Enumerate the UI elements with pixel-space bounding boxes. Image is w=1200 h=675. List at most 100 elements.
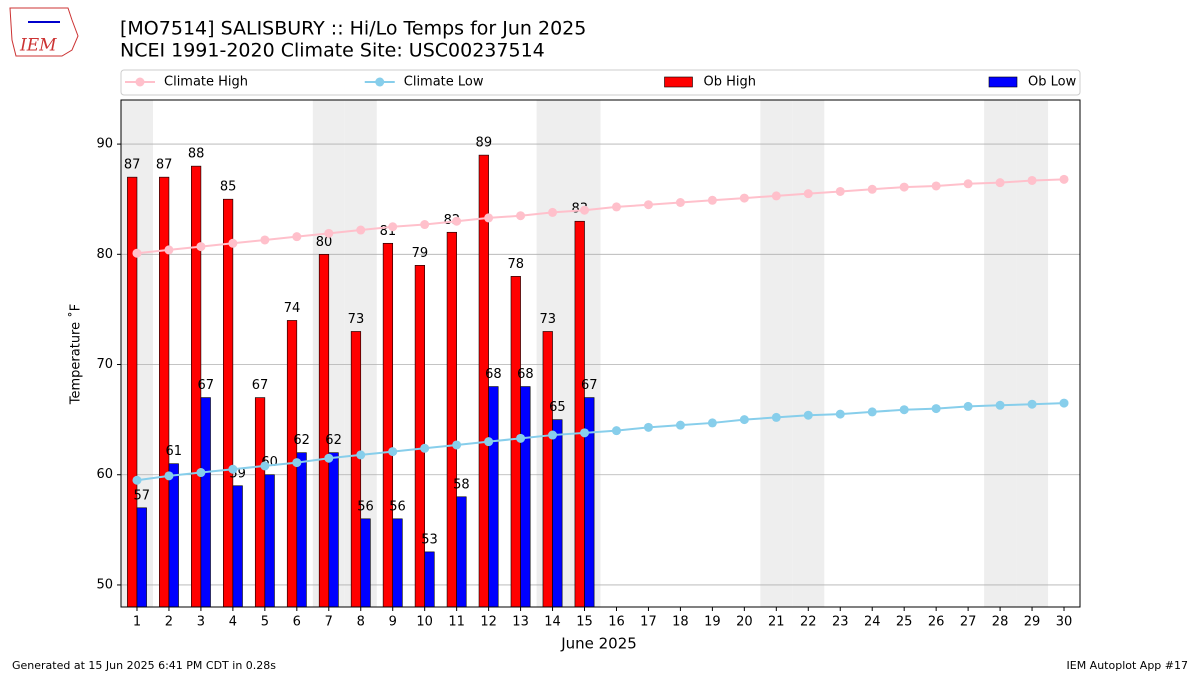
data-label: 67 (252, 378, 269, 393)
data-label: 65 (549, 400, 566, 415)
data-label: 68 (517, 367, 534, 382)
legend-swatch (988, 76, 1018, 88)
marker (548, 430, 558, 440)
marker (292, 458, 302, 468)
x-tick-label: 8 (357, 615, 365, 630)
x-tick-label: 26 (928, 615, 945, 630)
marker (292, 232, 302, 242)
data-label: 68 (485, 367, 502, 382)
data-label: 56 (389, 499, 406, 514)
x-tick-label: 17 (640, 615, 657, 630)
line (136, 178, 1065, 255)
bar (520, 386, 531, 608)
marker (356, 450, 366, 460)
x-tick-label: 3 (197, 615, 205, 630)
shaded-day (792, 100, 825, 607)
y-tick-label: 60 (96, 467, 113, 482)
data-label: 87 (124, 158, 141, 173)
bar (264, 474, 275, 608)
x-tick-label: 16 (608, 615, 625, 630)
chart-title: [MO7514] SALISBURY :: Hi/Lo Temps for Ju… (120, 18, 586, 40)
x-tick-label: 27 (960, 615, 977, 630)
bar (552, 419, 563, 608)
marker (484, 437, 494, 447)
bar (232, 485, 243, 608)
marker (835, 186, 845, 196)
data-label: 61 (165, 444, 182, 459)
marker (931, 404, 941, 414)
bar (136, 507, 147, 608)
x-tick-label: 6 (293, 615, 301, 630)
x-tick-label: 2 (165, 615, 173, 630)
marker (228, 464, 238, 474)
marker (835, 409, 845, 419)
x-tick-label: 4 (229, 615, 237, 630)
marker (771, 412, 781, 422)
marker (643, 422, 653, 432)
marker (164, 245, 174, 255)
x-tick-label: 15 (576, 615, 593, 630)
marker (675, 198, 685, 208)
data-label: 73 (539, 312, 556, 327)
x-tick-label: 14 (544, 615, 561, 630)
bar (318, 254, 330, 608)
marker (707, 418, 717, 428)
marker (963, 179, 973, 189)
marker (196, 468, 206, 478)
legend-marker (135, 77, 145, 87)
marker (611, 202, 621, 212)
marker (420, 220, 430, 230)
data-label: 67 (581, 378, 598, 393)
marker (452, 440, 462, 450)
legend-label: Ob Low (1028, 75, 1077, 90)
bar (127, 176, 138, 608)
x-tick-label: 10 (416, 615, 433, 630)
marker (739, 193, 749, 203)
marker (1059, 398, 1069, 408)
data-label: 53 (421, 532, 438, 547)
marker (867, 407, 877, 417)
footer-left: Generated at 15 Jun 2025 6:41 PM CDT in … (12, 659, 276, 672)
bar (254, 397, 266, 608)
logo-outline (9, 7, 79, 57)
marker (963, 401, 973, 411)
legend-label: Climate High (164, 75, 248, 90)
x-tick-label: 5 (261, 615, 269, 630)
bar (222, 198, 234, 608)
x-tick-label: 9 (389, 615, 397, 630)
marker (356, 225, 366, 235)
y-tick-label: 90 (96, 137, 113, 152)
x-tick-label: 19 (704, 615, 721, 630)
bar (296, 452, 307, 608)
data-label: 89 (476, 136, 493, 151)
y-tick-label: 70 (96, 357, 113, 372)
bar (574, 220, 585, 608)
data-label: 80 (316, 235, 333, 250)
marker (452, 216, 462, 226)
x-tick-label: 28 (992, 615, 1009, 630)
marker (675, 420, 685, 430)
marker (995, 400, 1005, 410)
marker (164, 471, 174, 481)
marker (611, 426, 621, 436)
marker (739, 415, 749, 425)
marker (1059, 174, 1069, 184)
bar (200, 397, 211, 608)
data-label: 57 (134, 488, 151, 503)
x-tick-label: 24 (864, 615, 881, 630)
y-tick-label: 80 (96, 247, 113, 262)
marker (516, 211, 526, 221)
legend-marker (375, 77, 385, 87)
data-label: 62 (293, 433, 310, 448)
marker (548, 207, 558, 217)
marker (643, 200, 653, 210)
data-label: 85 (220, 180, 237, 195)
marker (1027, 399, 1037, 409)
marker (867, 184, 877, 194)
x-tick-label: 11 (448, 615, 465, 630)
marker (388, 447, 398, 457)
x-tick-label: 30 (1056, 615, 1073, 630)
x-tick-label: 21 (768, 615, 785, 630)
bar (168, 463, 179, 608)
